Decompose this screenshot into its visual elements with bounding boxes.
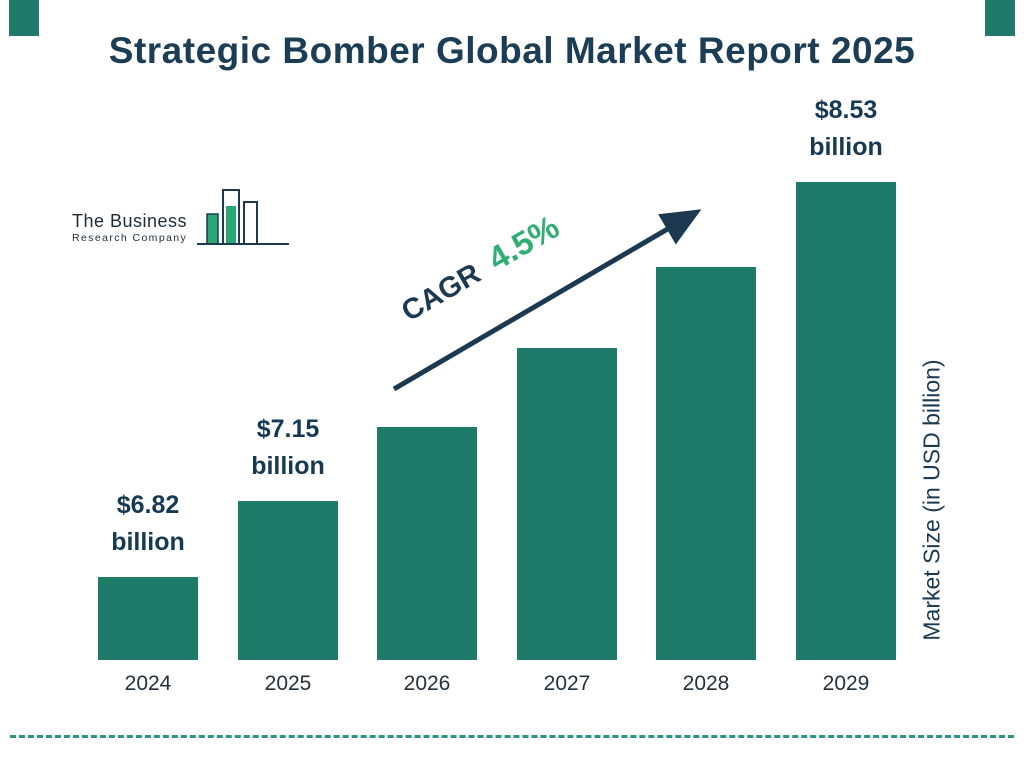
bar-value-label-2025: $7.15 billion bbox=[251, 415, 325, 480]
bar-column-2026: 2026 bbox=[377, 100, 477, 695]
bar-column-2024: $6.82 billion 2024 bbox=[98, 100, 198, 695]
x-axis-tick-2024: 2024 bbox=[124, 672, 172, 695]
bar-chart-logo-icon bbox=[197, 189, 290, 245]
y-axis-label: Market Size (in USD billion) bbox=[918, 359, 945, 641]
x-axis-tick-2029: 2029 bbox=[822, 672, 870, 695]
company-logo-subname: Research Company bbox=[72, 232, 188, 244]
bar-column-2025: $7.15 billion 2025 bbox=[238, 100, 338, 695]
bar-column-2028: 2028 bbox=[656, 100, 756, 695]
bar-value-label-2024: $6.82 billion bbox=[111, 491, 185, 556]
bottom-dashed-divider bbox=[10, 735, 1014, 738]
bar-2027 bbox=[517, 348, 617, 660]
x-axis-tick-2026: 2026 bbox=[403, 672, 451, 695]
corner-accent-left bbox=[9, 0, 39, 36]
bar-2025 bbox=[238, 501, 338, 660]
company-logo-name: The Business bbox=[72, 211, 188, 231]
bar-2029 bbox=[796, 182, 896, 660]
bar-2026 bbox=[377, 427, 477, 660]
x-axis-tick-2028: 2028 bbox=[682, 672, 730, 695]
bar-column-2027: 2027 bbox=[517, 100, 617, 695]
bar-2024 bbox=[98, 577, 198, 660]
bar-chart: $6.82 billion 2024 $7.15 billion 2025 2026 2027… bbox=[98, 96, 898, 695]
x-axis-tick-2027: 2027 bbox=[543, 672, 591, 695]
company-logo: The Business Research Company bbox=[72, 186, 291, 250]
bar-value-label-2029: $8.53 billion bbox=[809, 96, 883, 161]
page-title: Strategic Bomber Global Market Report 20… bbox=[108, 30, 916, 71]
company-logo-text: The Business Research Company bbox=[72, 211, 187, 250]
bar-2028 bbox=[656, 267, 756, 660]
bar-column-2029: $8.53 billion 2029 bbox=[796, 96, 896, 695]
corner-accent-right bbox=[985, 0, 1015, 36]
x-axis-tick-2025: 2025 bbox=[264, 672, 312, 695]
